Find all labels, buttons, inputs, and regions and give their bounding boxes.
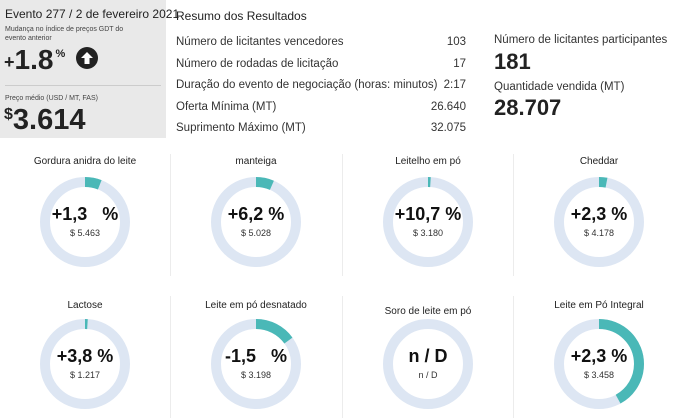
results-row-label: Número de licitantes vencedores <box>176 36 344 48</box>
price-change-value: n / D <box>408 346 448 366</box>
product-name: Leite em pó desnatado <box>205 300 307 311</box>
price-change-value: +3,8 % <box>56 346 114 366</box>
results-row-value: 26.640 <box>430 100 466 113</box>
product-price: $ 4.178 <box>583 228 615 238</box>
change-donut: +10,7 % $ 3.180 <box>378 172 478 272</box>
panel-divider <box>5 85 161 86</box>
results-table: Número de licitantes vencedores 103 Núme… <box>176 34 466 142</box>
arrow-up-icon <box>76 47 98 69</box>
product-card: manteiga +6,2 % $ 5.028 <box>171 150 341 280</box>
card-separator <box>513 296 514 418</box>
donut-fill-arc <box>554 177 644 267</box>
price-change-value: +1,3 % <box>51 204 119 224</box>
product-price: $ 3.180 <box>412 228 444 238</box>
index-change-value: + 1.8 % <box>4 44 65 76</box>
change-donut: +2,3 % $ 3.458 <box>549 314 649 414</box>
index-change-label: Mudança no índice de preços GDT do event… <box>5 26 124 42</box>
product-card: Leitelho em pó +10,7 % $ 3.180 <box>343 150 513 280</box>
card-separator <box>513 154 514 276</box>
donut-fill-arc <box>40 319 130 409</box>
results-row-label: Duração do evento de negociação (horas: … <box>176 79 438 91</box>
index-sign: + <box>4 52 15 72</box>
change-donut: +2,3 % $ 4.178 <box>549 172 649 272</box>
donut-fill-arc <box>383 177 473 267</box>
product-price: $ 3.198 <box>240 370 272 380</box>
change-donut: n / D n / D <box>378 314 478 414</box>
results-row: Suprimento Máximo (MT) 32.075 <box>176 120 466 142</box>
price-currency: $ <box>4 106 13 123</box>
results-row: Número de rodadas de licitação 17 <box>176 56 466 78</box>
donut-fill-arc <box>211 177 301 267</box>
quantity-sold-label: Quantidade vendida (MT) <box>494 81 625 93</box>
price-change-value: -1,5 % <box>224 346 288 366</box>
product-card: Soro de leite em pó n / D n / D <box>343 292 513 420</box>
product-card: Cheddar +2,3 % $ 4.178 <box>514 150 684 280</box>
results-row-value: 17 <box>453 57 466 70</box>
product-name: Leitelho em pó <box>395 156 461 167</box>
quantity-sold-value: 28.707 <box>494 95 562 120</box>
results-row-value: 2:17 <box>443 79 466 91</box>
card-separator <box>342 296 343 418</box>
results-row-label: Oferta Mínima (MT) <box>176 100 277 113</box>
product-name: Soro de leite em pó <box>384 306 472 317</box>
price-change-value: +6,2 % <box>227 204 285 224</box>
card-separator <box>342 154 343 276</box>
results-row: Duração do evento de negociação (horas: … <box>176 77 466 99</box>
results-row: Oferta Mínima (MT) 26.640 <box>176 99 466 121</box>
participants-value: 181 <box>494 49 531 74</box>
donut-fill-arc <box>40 177 130 267</box>
average-price-value: $ 3.614 <box>4 104 85 136</box>
change-donut: -1,5 % $ 3.198 <box>206 314 306 414</box>
price-number: 3.614 <box>12 104 86 136</box>
average-price-label: Preço médio (USD / MT, FAS) <box>5 95 98 102</box>
results-row-value: 32.075 <box>430 122 466 134</box>
index-unit: % <box>55 48 66 60</box>
donut-fill-arc <box>554 319 644 409</box>
product-price: $ 5.028 <box>240 228 272 238</box>
product-name: Gordura anidra do leite <box>33 156 137 167</box>
card-separator <box>170 296 171 418</box>
card-separator <box>170 154 171 276</box>
event-title: Evento 277 / 2 de fevereiro 2021 <box>5 7 180 21</box>
product-name: manteiga <box>235 156 277 167</box>
change-donut: +6,2 % $ 5.028 <box>206 172 306 272</box>
product-price: $ 1.217 <box>69 370 101 380</box>
product-card: Leite em Pó Integral +2,3 % $ 3.458 <box>514 292 684 420</box>
product-price: n / D <box>418 370 438 380</box>
product-card: Lactose +3,8 % $ 1.217 <box>0 292 170 420</box>
product-name: Lactose <box>67 300 103 311</box>
participants-label: Número de licitantes participantes <box>494 34 668 46</box>
results-row: Número de licitantes vencedores 103 <box>176 34 466 56</box>
change-donut: +1,3 % $ 5.463 <box>35 172 135 272</box>
product-price: $ 5.463 <box>69 228 101 238</box>
product-card: Leite em pó desnatado -1,5 % $ 3.198 <box>171 292 341 420</box>
results-row-value: 103 <box>446 36 466 48</box>
product-card: Gordura anidra do leite +1,3 % $ 5.463 <box>0 150 170 280</box>
index-number: 1.8 <box>14 44 54 75</box>
product-name: Leite em Pó Integral <box>554 300 644 311</box>
event-summary-panel: Evento 277 / 2 de fevereiro 2021 Mudança… <box>0 0 179 138</box>
donut-fill-arc <box>211 319 301 409</box>
donut-track <box>383 319 473 409</box>
price-change-value: +2,3 % <box>570 204 628 224</box>
results-row-label: Suprimento Máximo (MT) <box>176 122 306 134</box>
price-change-value: +2,3 % <box>570 346 628 366</box>
results-row-label: Número de rodadas de licitação <box>176 57 339 70</box>
product-name: Cheddar <box>579 156 619 167</box>
change-donut: +3,8 % $ 1.217 <box>35 314 135 414</box>
price-change-value: +10,7 % <box>394 204 462 224</box>
product-price: $ 3.458 <box>583 370 615 380</box>
results-title: Resumo dos Resultados <box>176 9 307 23</box>
